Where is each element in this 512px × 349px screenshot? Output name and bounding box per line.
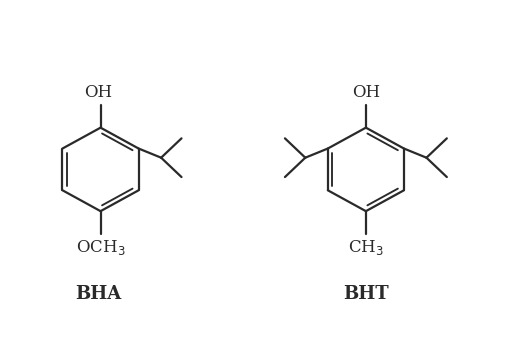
Text: BHA: BHA <box>75 285 121 303</box>
Text: OH: OH <box>84 84 112 101</box>
Text: BHT: BHT <box>343 285 389 303</box>
Text: CH$_3$: CH$_3$ <box>348 238 384 257</box>
Text: OH: OH <box>352 84 380 101</box>
Text: OCH$_3$: OCH$_3$ <box>76 238 125 257</box>
